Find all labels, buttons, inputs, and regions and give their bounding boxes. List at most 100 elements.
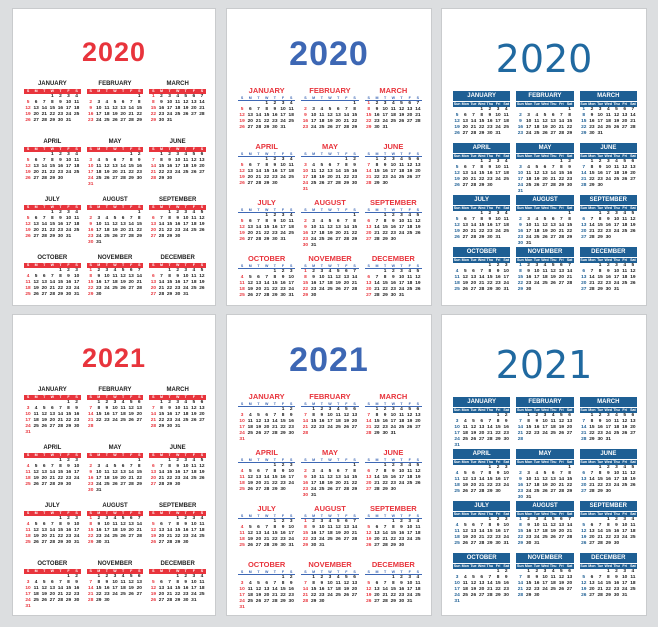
day-cell: [318, 243, 326, 249]
day-cell: [254, 437, 262, 443]
day-cell: 13: [589, 581, 595, 586]
day-cell: 10: [542, 575, 548, 580]
day-cell: [557, 593, 565, 599]
day-cell: 10: [382, 107, 388, 112]
day-cell: 16: [319, 419, 325, 424]
weekday-label: M: [375, 514, 379, 518]
day-cell: 12: [128, 406, 134, 411]
weekday-label: S: [353, 264, 356, 268]
day-cell: 26: [199, 476, 205, 481]
day-cell: 3: [623, 569, 627, 574]
day-cell: 7: [375, 275, 379, 280]
day-cell: 6: [336, 469, 340, 474]
weekday-label: T: [184, 453, 187, 457]
day-cell: 5: [345, 575, 348, 580]
day-cell: 16: [525, 275, 532, 280]
day-cell: 30: [605, 287, 611, 292]
day-cell: 18: [605, 119, 611, 124]
day-cell: 4: [551, 569, 555, 574]
day-cell: 26: [542, 489, 548, 494]
day-cell: 20: [335, 481, 341, 486]
month-name: MARCH: [379, 86, 408, 95]
month-name: APRIL: [255, 142, 278, 151]
day-cell: 31: [407, 599, 413, 604]
week-row: 17 18 19 20 21 22 23: [301, 175, 358, 181]
day-cell: 17: [597, 119, 603, 124]
week-row: 20 21 22 23 24 25 26: [365, 481, 422, 487]
day-cell: 29: [166, 234, 173, 239]
week-row: 15 16 17 18 19 20 21: [301, 281, 358, 287]
month-october: OCTOBER S M T W T F S 1 2 3 4 5 6 7 8 9 10 11 12 13 14 15 16 17 1…: [238, 559, 296, 611]
weekday-label: Fri: [559, 206, 564, 210]
weekday-label: W: [328, 208, 332, 212]
week-row: 28: [301, 431, 358, 437]
day-cell: 28: [136, 534, 142, 539]
week-row: 21 22 23 24 25 26 27: [149, 418, 206, 424]
day-cell: 8: [480, 165, 483, 170]
day-cell: 29: [390, 543, 396, 548]
weekday-label: Sun: [517, 258, 524, 262]
day-cell: 24: [503, 483, 509, 488]
weekday-label: M: [375, 96, 379, 100]
weekday-label: Sat: [630, 102, 636, 106]
week-row: 31: [238, 605, 295, 611]
day-cell: 7: [336, 163, 340, 168]
day-cell: 9: [67, 522, 70, 527]
weekday-label: S: [304, 514, 307, 518]
day-cell: 22: [174, 534, 181, 539]
day-cell: 9: [67, 464, 70, 469]
day-cell: [246, 605, 254, 611]
day-cell: 6: [152, 464, 155, 469]
week-row: 1: [301, 101, 358, 107]
day-cell: 29: [566, 131, 573, 136]
weekday-label: S: [367, 264, 370, 268]
day-cell: 21: [199, 106, 205, 111]
day-cell: 26: [407, 175, 413, 180]
day-cell: 17: [88, 170, 94, 175]
day-cell: 18: [112, 528, 118, 533]
day-cell: 21: [478, 483, 485, 488]
day-cell: 4: [121, 400, 125, 405]
day-cell: 22: [525, 431, 532, 436]
day-cell: 1: [527, 413, 530, 418]
day-cell: 7: [152, 406, 155, 411]
day-cell: 20: [415, 169, 421, 174]
day-cell: 4: [289, 157, 293, 162]
day-cell: [73, 430, 81, 436]
weekday-label: Sun: [517, 206, 524, 210]
day-cell: 15: [390, 587, 396, 592]
weekday-label: Sat: [566, 154, 573, 158]
week-row: 5 6 7 8 9 10 11: [149, 522, 206, 528]
day-cell: 1: [59, 458, 62, 463]
day-cell: 4: [463, 575, 467, 580]
day-cell: 25: [174, 112, 181, 117]
day-cell: 11: [96, 164, 102, 169]
day-cell: 2: [137, 152, 141, 157]
weekday-label: Thu: [486, 258, 494, 262]
day-cell: [119, 598, 127, 604]
day-cell: 28: [558, 489, 565, 494]
day-cell: 18: [33, 418, 39, 423]
day-cell: 13: [120, 106, 126, 111]
day-cell: 9: [105, 406, 109, 411]
day-cell: [119, 424, 127, 430]
weekday-label: F: [408, 514, 411, 518]
day-cell: 28: [41, 118, 47, 123]
week-row: 17 18 19 20 21 22 23: [238, 593, 295, 599]
weekday-label: S: [200, 569, 204, 573]
day-cell: 27: [247, 125, 253, 130]
day-cell: [557, 287, 565, 293]
day-cell: 28: [150, 176, 157, 181]
day-cell: 8: [560, 165, 563, 170]
weekday-label: W: [175, 205, 180, 209]
day-cell: 17: [503, 529, 509, 534]
day-cell: 15: [310, 587, 317, 592]
day-cell: 13: [41, 470, 47, 475]
week-row: 28 29 30: [87, 598, 144, 604]
day-cell: 13: [581, 275, 587, 280]
